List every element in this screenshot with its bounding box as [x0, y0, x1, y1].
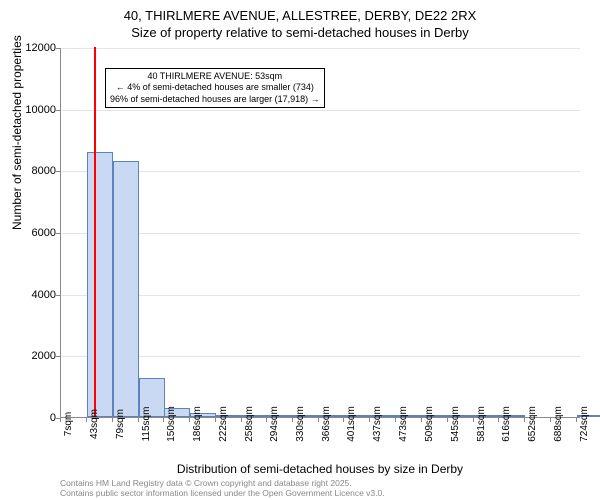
- xtick-mark: [550, 418, 551, 422]
- xtick-label: 581sqm: [476, 406, 487, 442]
- ytick-label: 12000: [6, 42, 56, 54]
- annotation-line2: ← 4% of semi-detached houses are smaller…: [110, 82, 320, 93]
- footer-line1: Contains HM Land Registry data © Crown c…: [60, 478, 385, 488]
- gridline: [61, 48, 580, 49]
- x-ticks: 7sqm43sqm79sqm115sqm150sqm186sqm222sqm25…: [60, 418, 580, 468]
- xtick-label: 43sqm: [89, 409, 100, 439]
- xtick-mark: [369, 418, 370, 422]
- gridline: [61, 356, 580, 357]
- xtick-mark: [112, 418, 113, 422]
- xtick-label: 473sqm: [398, 406, 409, 442]
- footer-line2: Contains public sector information licen…: [60, 488, 385, 498]
- xtick-mark: [395, 418, 396, 422]
- xtick-mark: [138, 418, 139, 422]
- footer: Contains HM Land Registry data © Crown c…: [60, 478, 385, 498]
- xtick-mark: [215, 418, 216, 422]
- xtick-mark: [447, 418, 448, 422]
- xtick-label: 258sqm: [244, 406, 255, 442]
- gridline: [61, 295, 580, 296]
- xtick-mark: [60, 418, 61, 422]
- chart-title: 40, THIRLMERE AVENUE, ALLESTREE, DERBY, …: [0, 0, 600, 42]
- xtick-mark: [318, 418, 319, 422]
- ytick-label: 2000: [6, 350, 56, 362]
- title-line2: Size of property relative to semi-detach…: [0, 25, 600, 42]
- xtick-mark: [292, 418, 293, 422]
- chart-container: 40, THIRLMERE AVENUE, ALLESTREE, DERBY, …: [0, 0, 600, 500]
- bar: [113, 161, 139, 417]
- gridline: [61, 110, 580, 111]
- plot-area: 40 THIRLMERE AVENUE: 53sqm ← 4% of semi-…: [60, 48, 580, 418]
- xtick-mark: [524, 418, 525, 422]
- xtick-mark: [498, 418, 499, 422]
- xtick-label: 688sqm: [553, 406, 564, 442]
- xtick-label: 115sqm: [141, 407, 152, 442]
- xtick-label: 366sqm: [321, 406, 332, 442]
- xtick-mark: [266, 418, 267, 422]
- xtick-label: 186sqm: [192, 406, 203, 442]
- ytick-label: 10000: [6, 104, 56, 116]
- ytick-label: 0: [6, 412, 56, 424]
- xtick-label: 724sqm: [579, 406, 590, 442]
- highlight-marker: [94, 47, 96, 417]
- title-line1: 40, THIRLMERE AVENUE, ALLESTREE, DERBY, …: [0, 8, 600, 25]
- annotation-line1: 40 THIRLMERE AVENUE: 53sqm: [110, 71, 320, 82]
- xtick-label: 79sqm: [115, 409, 126, 439]
- xtick-label: 222sqm: [218, 406, 229, 442]
- ytick-label: 8000: [6, 165, 56, 177]
- xtick-mark: [86, 418, 87, 422]
- xtick-label: 652sqm: [527, 406, 538, 442]
- gridline: [61, 171, 580, 172]
- xtick-label: 294sqm: [269, 406, 280, 442]
- xtick-label: 401sqm: [346, 406, 357, 442]
- xtick-label: 545sqm: [450, 406, 461, 442]
- xtick-label: 150sqm: [166, 406, 177, 442]
- ytick-label: 6000: [6, 227, 56, 239]
- xtick-label: 437sqm: [372, 406, 383, 442]
- gridline: [61, 233, 580, 234]
- xtick-label: 616sqm: [501, 406, 512, 442]
- xtick-label: 7sqm: [63, 412, 74, 436]
- xtick-mark: [163, 418, 164, 422]
- xtick-mark: [343, 418, 344, 422]
- xtick-mark: [473, 418, 474, 422]
- xtick-mark: [241, 418, 242, 422]
- bar: [87, 152, 113, 417]
- x-axis-label: Distribution of semi-detached houses by …: [60, 462, 580, 476]
- annotation-box: 40 THIRLMERE AVENUE: 53sqm ← 4% of semi-…: [105, 68, 325, 108]
- xtick-mark: [421, 418, 422, 422]
- xtick-mark: [576, 418, 577, 422]
- y-ticks: 020004000600080001000012000: [0, 48, 60, 418]
- annotation-line3: 96% of semi-detached houses are larger (…: [110, 94, 320, 105]
- xtick-label: 509sqm: [424, 406, 435, 442]
- ytick-label: 4000: [6, 289, 56, 301]
- xtick-mark: [189, 418, 190, 422]
- xtick-label: 330sqm: [295, 406, 306, 442]
